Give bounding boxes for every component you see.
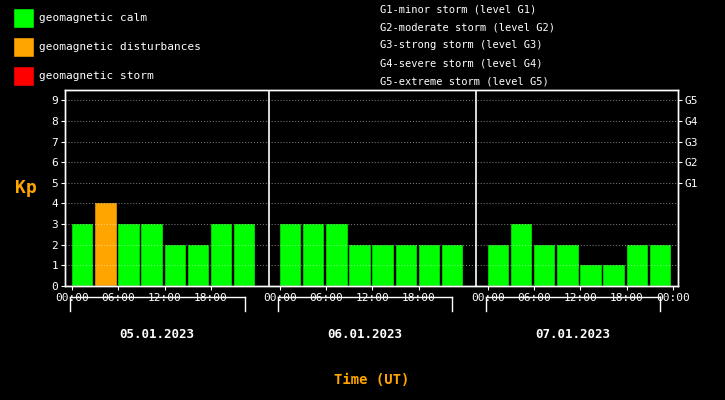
Text: G5-extreme storm (level G5): G5-extreme storm (level G5) [381, 76, 549, 86]
Bar [234, 224, 255, 286]
Text: G4-severe storm (level G4): G4-severe storm (level G4) [381, 58, 543, 68]
Text: geomagnetic calm: geomagnetic calm [39, 13, 147, 23]
Bar [511, 224, 532, 286]
Text: G3-strong storm (level G3): G3-strong storm (level G3) [381, 40, 543, 50]
Bar [118, 224, 140, 286]
Text: G2-moderate storm (level G2): G2-moderate storm (level G2) [381, 22, 555, 32]
Bar [326, 224, 347, 286]
Bar [558, 245, 579, 286]
Bar [418, 245, 440, 286]
Text: 05.01.2023: 05.01.2023 [120, 328, 195, 341]
Bar [626, 245, 648, 286]
Text: 06.01.2023: 06.01.2023 [328, 328, 402, 341]
Bar [650, 245, 671, 286]
Text: geomagnetic storm: geomagnetic storm [39, 71, 154, 81]
Bar [581, 265, 602, 286]
Bar [188, 245, 209, 286]
FancyBboxPatch shape [13, 8, 33, 28]
Bar [141, 224, 162, 286]
Bar [303, 224, 324, 286]
Text: 07.01.2023: 07.01.2023 [536, 328, 610, 341]
Text: Time (UT): Time (UT) [334, 373, 409, 387]
Bar [280, 224, 302, 286]
FancyBboxPatch shape [13, 66, 33, 86]
Bar [211, 224, 232, 286]
Text: G1-minor storm (level G1): G1-minor storm (level G1) [381, 4, 536, 14]
FancyBboxPatch shape [13, 37, 33, 56]
Bar [373, 245, 394, 286]
Bar [95, 204, 117, 286]
Bar [165, 245, 186, 286]
Bar [72, 224, 94, 286]
Bar [534, 245, 555, 286]
Bar [442, 245, 463, 286]
Bar [488, 245, 509, 286]
Bar [349, 245, 370, 286]
Bar [603, 265, 625, 286]
Bar [396, 245, 417, 286]
Text: Kp: Kp [14, 179, 36, 197]
Text: geomagnetic disturbances: geomagnetic disturbances [39, 42, 202, 52]
